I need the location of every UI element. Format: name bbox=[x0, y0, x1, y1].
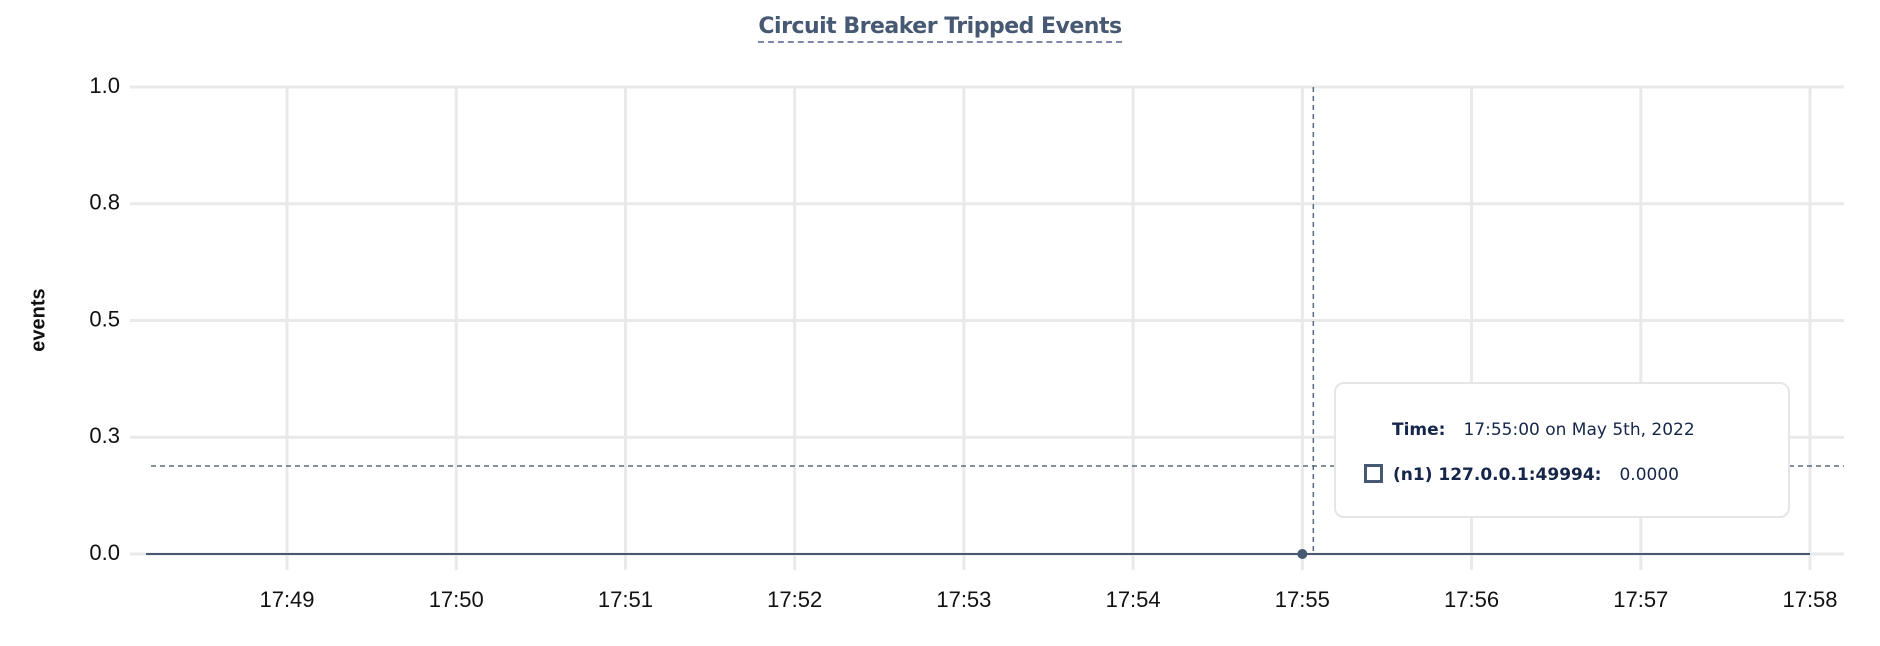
x-tick-label: 17:51 bbox=[598, 587, 653, 612]
tooltip: Time: 17:55:00 on May 5th, 2022 (n1) 127.… bbox=[1334, 382, 1790, 518]
series-swatch-icon bbox=[1364, 464, 1383, 483]
tooltip-time-row: Time: 17:55:00 on May 5th, 2022 bbox=[1392, 420, 1695, 440]
x-tick-label: 17:55 bbox=[1275, 587, 1330, 612]
x-tick-label: 17:52 bbox=[767, 587, 822, 612]
x-tick-label: 17:50 bbox=[429, 587, 484, 612]
y-tick-label: 0.3 bbox=[89, 423, 120, 448]
tooltip-time-value: 17:55:00 on May 5th, 2022 bbox=[1463, 420, 1695, 440]
x-tick-label: 17:54 bbox=[1106, 587, 1161, 612]
y-tick-label: 0.5 bbox=[89, 306, 120, 331]
tooltip-series-row: (n1) 127.0.0.1:49994: 0.0000 bbox=[1364, 464, 1679, 485]
tooltip-series-label: (n1) 127.0.0.1:49994: bbox=[1393, 465, 1602, 485]
x-tick-label: 17:49 bbox=[259, 587, 314, 612]
x-tick-label: 17:56 bbox=[1444, 587, 1499, 612]
x-tick-label: 17:58 bbox=[1782, 587, 1837, 612]
chart-title-text[interactable]: Circuit Breaker Tripped Events bbox=[758, 14, 1122, 43]
y-axis-label: events bbox=[27, 288, 49, 351]
tooltip-time-label: Time: bbox=[1392, 420, 1446, 440]
y-tick-label: 1.0 bbox=[89, 73, 120, 98]
x-tick-label: 17:57 bbox=[1613, 587, 1668, 612]
y-tick-label: 0.8 bbox=[89, 190, 120, 215]
tooltip-series-value: 0.0000 bbox=[1619, 465, 1679, 485]
chart-title[interactable]: Circuit Breaker Tripped Events bbox=[0, 14, 1880, 43]
y-tick-label: 0.0 bbox=[89, 540, 120, 565]
hover-point bbox=[1297, 549, 1308, 559]
x-tick-label: 17:53 bbox=[936, 587, 991, 612]
